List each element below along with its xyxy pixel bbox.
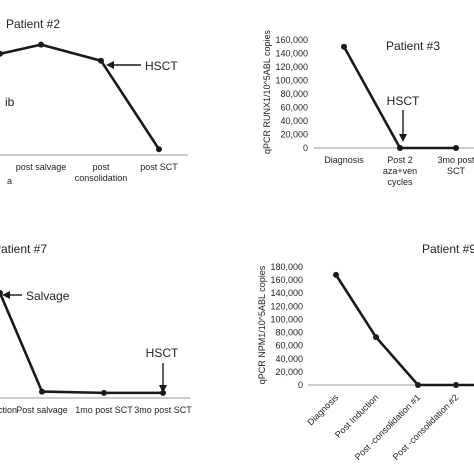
chart-patient-3: Patient #3 qPCR RUNX1/10^5ABL copies 0 20… <box>262 30 474 187</box>
p9-y-tick-labels: 0 20,000 40,000 60,000 80,000 100,000 120,000 1… <box>270 262 303 390</box>
p3-title: Patient #3 <box>386 39 440 53</box>
p3-y-tick-label: 100,000 <box>275 76 308 86</box>
p3-y-tick-label: 20,000 <box>280 130 308 140</box>
p3-category-labels: Diagnosis Post 2 aza+ven cycles 3mo post SCT <box>324 155 474 187</box>
p3-y-tick-label: 120,000 <box>275 62 308 72</box>
p7-hsct-annotation: HSCT <box>146 346 179 393</box>
p9-y-tick-label: 100,000 <box>270 314 303 324</box>
p9-y-tick-label: 80,000 <box>275 328 303 338</box>
p3-data-point <box>453 145 459 151</box>
p9-category-label: Diagnosis <box>305 392 340 427</box>
p3-data-point <box>341 43 347 50</box>
p9-y-tick-label: 0 <box>298 380 303 390</box>
p3-category-label: Diagnosis <box>324 155 364 165</box>
p9-series-line <box>334 274 474 387</box>
p2-data-point <box>156 146 162 153</box>
p7-plot <box>0 290 166 396</box>
p7-data-point <box>0 290 3 297</box>
p3-plot <box>341 43 459 151</box>
p7-salvage-label: Salvage <box>26 289 70 303</box>
p2-hsct-arrowhead <box>106 61 114 69</box>
p3-y-tick-label: 160,000 <box>275 35 308 45</box>
p7-hsct-label: HSCT <box>146 346 179 360</box>
p2-fragment-a: a <box>7 176 12 186</box>
p9-data-point <box>333 271 339 278</box>
p9-plot <box>333 271 474 388</box>
p9-y-tick-label: 160,000 <box>270 275 303 285</box>
p2-fragment-ib: ib <box>5 95 15 109</box>
p3-data-point <box>397 145 403 151</box>
chart-patient-9: Patient #9 qPCR NPM1/10^5ABL copies 0 20,… <box>257 242 474 462</box>
p7-hsct-arrowhead <box>159 385 167 393</box>
p7-data-point <box>101 389 107 396</box>
p2-title: Patient #2 <box>6 17 60 31</box>
p7-salvage-annotation: Salvage <box>2 289 70 303</box>
p3-y-tick-label: 40,000 <box>280 116 308 126</box>
p3-y-axis-label: qPCR RUNX1/10^5ABL copies <box>262 30 272 154</box>
p9-data-point <box>373 334 379 341</box>
p7-title: Patient #7 <box>0 242 47 256</box>
p7-salvage-arrowhead <box>2 291 10 299</box>
p2-category-label: post consolidation <box>75 162 128 183</box>
p2-hsct-annotation: HSCT <box>106 59 178 73</box>
p3-y-tick-labels: 0 20,000 40,000 60,000 80,000 100,000 120,000 1… <box>275 35 308 153</box>
p9-y-tick-label: 140,000 <box>270 288 303 298</box>
p2-hsct-label: HSCT <box>145 59 178 73</box>
p2-category-label: post SCT <box>140 162 178 172</box>
p2-data-point <box>0 50 3 57</box>
p9-y-axis-label: qPCR NPM1/10^5ABL copies <box>257 265 267 384</box>
p7-category-label: 3mo post SCT <box>134 405 192 415</box>
p9-y-tick-label: 180,000 <box>270 262 303 272</box>
p3-category-label: Post 2 aza+ven cycles <box>383 155 417 187</box>
p3-y-tick-label: 140,000 <box>275 49 308 59</box>
p2-series-line <box>0 43 161 150</box>
p9-data-point <box>415 382 421 388</box>
p9-y-tick-label: 20,000 <box>275 367 303 377</box>
p9-category-label: Post -consolidation #2 <box>391 392 461 462</box>
p3-y-tick-label: 80,000 <box>280 89 308 99</box>
p2-plot <box>0 41 162 153</box>
p3-category-label: 3mo post SCT <box>437 155 474 176</box>
p3-hsct-annotation: HSCT <box>387 94 420 142</box>
p9-title: Patient #9 <box>422 242 474 256</box>
p9-y-tick-label: 60,000 <box>275 341 303 351</box>
p7-category-label: 1mo post SCT <box>75 405 133 415</box>
p9-data-point <box>453 382 459 388</box>
p7-category-label: nduction <box>0 405 17 415</box>
p7-series-line <box>0 292 163 395</box>
p2-category-labels: post salvage post consolidation post SCT <box>16 162 179 183</box>
chart-patient-2: Patient #2 ib a post salvage post consolid… <box>0 17 188 186</box>
p3-y-tick-label: 0 <box>303 143 308 153</box>
p3-y-tick-label: 60,000 <box>280 103 308 113</box>
p3-hsct-label: HSCT <box>387 94 420 108</box>
p2-data-point <box>38 41 44 48</box>
p9-y-tick-label: 120,000 <box>270 301 303 311</box>
p7-data-point <box>39 388 45 395</box>
p2-category-label: post salvage <box>16 162 67 172</box>
p9-y-tick-label: 40,000 <box>275 354 303 364</box>
p7-category-label: Post salvage <box>16 405 68 415</box>
p3-hsct-arrowhead <box>399 134 407 142</box>
p2-data-point <box>98 57 104 64</box>
